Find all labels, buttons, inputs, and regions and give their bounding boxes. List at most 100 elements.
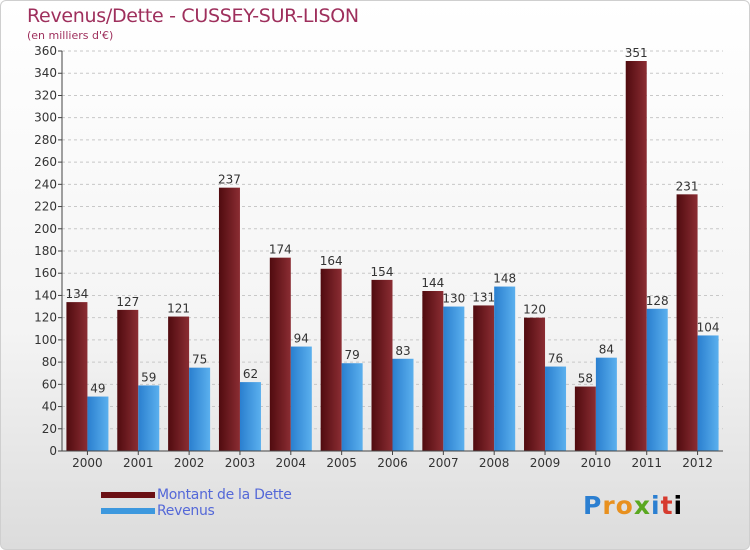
legend-item-revenus: Revenus xyxy=(101,503,292,519)
data-label: 144 xyxy=(421,276,444,290)
bar-revenus xyxy=(341,363,363,451)
bar-revenus xyxy=(87,396,109,451)
y-tick-label: 160 xyxy=(34,266,57,280)
proxiti-logo: Proxiti xyxy=(583,491,684,520)
y-tick-label: 280 xyxy=(34,133,57,147)
bar-revenus xyxy=(545,366,567,451)
y-tick-label: 220 xyxy=(34,200,57,214)
y-tick-label: 200 xyxy=(34,222,57,236)
bar-dette xyxy=(524,317,546,451)
x-tick-label: 2008 xyxy=(479,456,510,470)
y-tick-label: 180 xyxy=(34,244,57,258)
legend-label-dette: Montant de la Dette xyxy=(157,487,292,503)
bar-revenus xyxy=(290,346,312,451)
legend-item-dette: Montant de la Dette xyxy=(101,487,292,503)
data-label: 148 xyxy=(493,272,516,286)
legend-label-revenus: Revenus xyxy=(157,503,215,519)
bar-dette xyxy=(269,257,291,451)
bar-revenus xyxy=(697,335,719,451)
bars xyxy=(66,61,719,452)
x-tick-label: 2007 xyxy=(428,456,459,470)
x-tick-label: 2005 xyxy=(326,456,357,470)
bar-dette xyxy=(218,187,240,451)
bar-dette xyxy=(625,61,647,451)
legend-swatch-dette xyxy=(101,492,155,498)
x-tick-label: 2002 xyxy=(174,456,205,470)
bar-revenus xyxy=(494,286,516,451)
bar-dette xyxy=(676,194,698,452)
data-label: 59 xyxy=(141,370,156,384)
bar-revenus xyxy=(392,358,414,451)
bar-dette xyxy=(422,291,444,451)
data-labels: 134 49 127 59 121 75 237 62 174 94 164 79 154 83 144 13… xyxy=(65,46,719,396)
x-tick-label: 2001 xyxy=(123,456,154,470)
y-tick-label: 120 xyxy=(34,311,57,325)
data-label: 164 xyxy=(320,254,343,268)
data-label: 62 xyxy=(243,367,258,381)
x-tick-label: 2012 xyxy=(682,456,713,470)
y-tick-label: 340 xyxy=(34,66,57,80)
x-axis-ticks: 2000 2001 2002 2003 2004 2005 2006 2007 2008 2009… xyxy=(72,451,713,470)
y-tick-label: 0 xyxy=(49,444,57,458)
bar-revenus xyxy=(646,308,668,451)
bar-dette xyxy=(473,305,495,451)
x-tick-label: 2004 xyxy=(276,456,307,470)
data-label: 75 xyxy=(192,353,207,367)
y-tick-label: 80 xyxy=(42,355,57,369)
legend: Montant de la Dette Revenus xyxy=(101,487,292,519)
x-tick-label: 2009 xyxy=(530,456,561,470)
bar-dette xyxy=(320,268,342,451)
bar-dette xyxy=(574,386,596,451)
y-tick-label: 60 xyxy=(42,377,57,391)
data-label: 237 xyxy=(218,173,241,187)
data-label: 131 xyxy=(472,290,495,304)
data-label: 58 xyxy=(578,372,593,386)
data-label: 84 xyxy=(599,343,614,357)
data-label: 130 xyxy=(442,292,465,306)
data-label: 79 xyxy=(345,348,360,362)
data-label: 231 xyxy=(676,179,699,193)
chart-subtitle: (en milliers d'€) xyxy=(27,29,114,42)
x-tick-label: 2010 xyxy=(581,456,612,470)
data-label: 104 xyxy=(697,320,720,334)
x-tick-label: 2006 xyxy=(377,456,408,470)
data-label: 174 xyxy=(269,243,292,257)
data-label: 49 xyxy=(90,382,105,396)
x-tick-label: 2000 xyxy=(72,456,103,470)
x-tick-label: 2011 xyxy=(631,456,662,470)
bar-dette xyxy=(66,302,88,451)
bar-revenus xyxy=(189,367,211,451)
data-label: 120 xyxy=(523,303,546,317)
data-label: 134 xyxy=(65,287,88,301)
data-label: 83 xyxy=(395,344,410,358)
data-label: 154 xyxy=(371,265,394,279)
data-label: 76 xyxy=(548,352,563,366)
data-label: 121 xyxy=(167,302,190,316)
bar-dette xyxy=(168,316,190,451)
bar-revenus xyxy=(595,357,617,451)
y-tick-label: 140 xyxy=(34,288,57,302)
y-tick-label: 240 xyxy=(34,177,57,191)
x-tick-label: 2003 xyxy=(225,456,256,470)
y-tick-label: 100 xyxy=(34,333,57,347)
bar-revenus xyxy=(138,385,160,451)
data-label: 128 xyxy=(646,294,669,308)
bar-dette xyxy=(371,279,393,451)
y-tick-label: 320 xyxy=(34,88,57,102)
data-label: 127 xyxy=(116,295,139,309)
y-tick-label: 360 xyxy=(34,44,57,58)
bar-revenus xyxy=(239,382,261,451)
legend-swatch-revenus xyxy=(101,508,155,514)
y-tick-label: 40 xyxy=(42,400,57,414)
data-label: 351 xyxy=(625,46,648,60)
y-tick-label: 20 xyxy=(42,422,57,436)
chart-title: Revenus/Dette - CUSSEY-SUR-LISON xyxy=(27,5,359,27)
y-axis-ticks: 0 20 40 60 80 100 120 140 160 180 200 220 240 260 280 3… xyxy=(34,44,62,458)
bar-dette xyxy=(117,309,139,451)
data-label: 94 xyxy=(294,332,309,346)
y-tick-label: 300 xyxy=(34,111,57,125)
y-tick-label: 260 xyxy=(34,155,57,169)
bar-revenus xyxy=(443,306,465,451)
